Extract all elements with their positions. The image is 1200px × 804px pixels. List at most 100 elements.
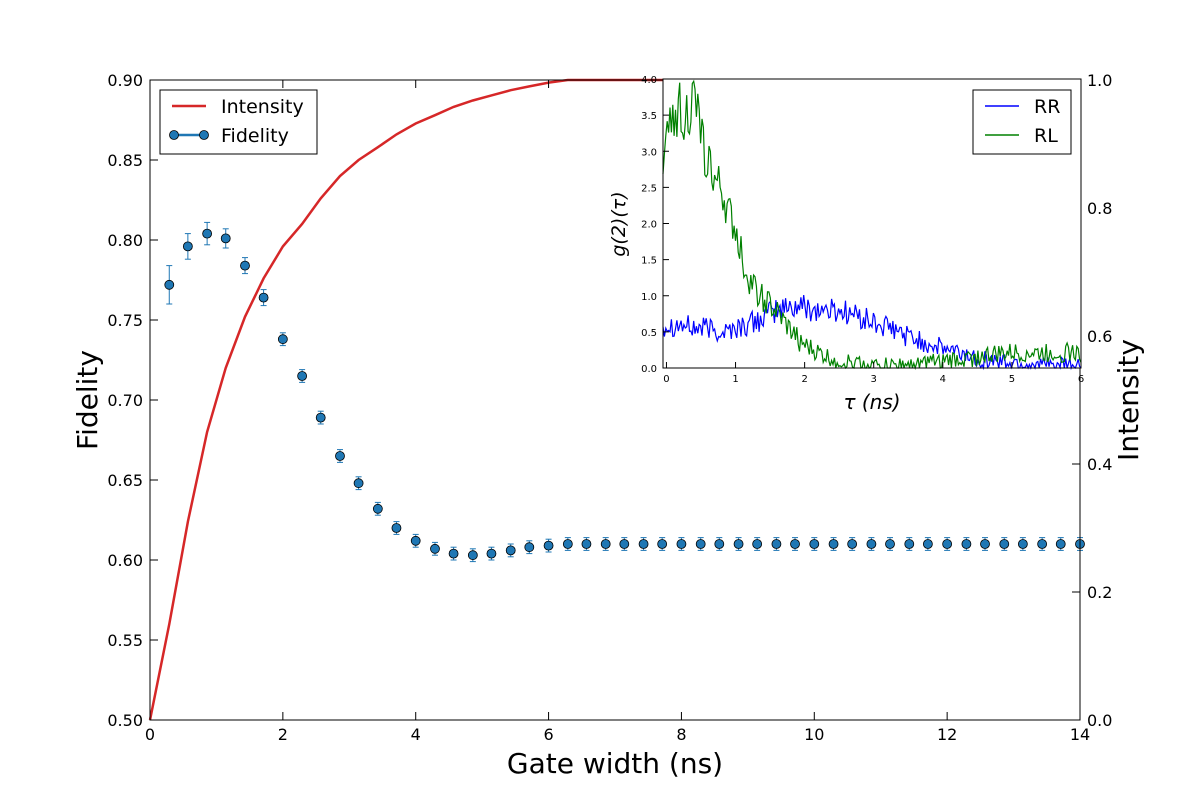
inset-axis-ticks: 0 1 2 3 4 5 6 0.0 0.5 1.0 1.5 2.0 2.5 3.0 3.5 4.0 xyxy=(641,75,1084,385)
main-axis-ticks: 0 2 4 6 8 10 12 140.500.550.600.650.700.750.800… xyxy=(107,71,1112,744)
fidelity-point xyxy=(961,539,972,549)
y-tick-label: 0.65 xyxy=(107,471,143,490)
legend-marker-fidelity-left xyxy=(169,130,179,140)
y-tick-label: 0.90 xyxy=(107,71,143,90)
x-axis-label: Gate width (ns) xyxy=(507,747,723,780)
fidelity-point xyxy=(828,539,839,549)
legend-label-fidelity: Fidelity xyxy=(221,125,289,147)
y2-tick-label: 1.0 xyxy=(1087,71,1112,90)
legend-marker-fidelity-right xyxy=(199,130,209,140)
fidelity-point xyxy=(771,539,782,549)
legend-label-intensity: Intensity xyxy=(221,96,304,118)
fidelity-point xyxy=(297,371,308,381)
fidelity-point xyxy=(619,539,630,549)
inset-y-tick-label: 3.5 xyxy=(641,111,657,122)
fidelity-point xyxy=(353,478,364,489)
fidelity-point xyxy=(486,548,497,559)
fidelity-point xyxy=(752,539,763,549)
fidelity-point xyxy=(1017,539,1028,549)
fidelity-point xyxy=(847,539,858,549)
fidelity-point xyxy=(202,228,213,239)
inset-y-tick-label: 1.0 xyxy=(641,292,657,303)
fidelity-point xyxy=(733,539,744,549)
inset-y-tick-label: 2.0 xyxy=(641,220,657,231)
y-tick-label: 0.60 xyxy=(107,551,143,570)
y2-tick-label: 0.8 xyxy=(1087,199,1112,218)
y2-tick-label: 0.2 xyxy=(1087,583,1112,602)
inset-x-axis-label: τ (ns) xyxy=(843,390,900,414)
inset-y-tick-label: 3.0 xyxy=(641,147,657,158)
fidelity-point xyxy=(410,535,421,546)
fidelity-point xyxy=(809,539,820,549)
main-legend: Intensity Fidelity xyxy=(159,89,318,155)
inset-legend: RR RL xyxy=(972,89,1072,155)
main-plot-area xyxy=(148,78,1085,721)
y-tick-label: 0.50 xyxy=(107,711,143,730)
main-legend-box xyxy=(159,89,318,155)
inset-series-line-rl xyxy=(662,79,1082,371)
fidelity-point xyxy=(372,503,383,514)
fidelity-point xyxy=(695,539,706,549)
fidelity-point xyxy=(999,539,1010,549)
fidelity-point xyxy=(240,260,250,271)
fidelity-point xyxy=(543,540,554,551)
fidelity-point xyxy=(904,539,915,549)
fidelity-point xyxy=(885,539,895,549)
fidelity-point xyxy=(790,539,800,549)
fidelity-point xyxy=(600,539,611,549)
fidelity-point xyxy=(922,539,933,549)
legend-label-rl: RL xyxy=(1034,125,1058,147)
fidelity-point xyxy=(448,548,459,559)
fidelity-point xyxy=(942,539,953,549)
fidelity-point xyxy=(315,412,326,423)
fidelity-point xyxy=(676,539,687,549)
fidelity-point xyxy=(638,539,649,549)
inset-y-tick-label: 4.0 xyxy=(641,75,657,86)
y-axis-label: Fidelity xyxy=(71,350,104,450)
inset-y-axis-label: g(2)(τ) xyxy=(608,191,630,256)
fidelity-point xyxy=(335,451,345,461)
x-tick-label: 12 xyxy=(937,725,957,744)
inset-x-tick-label: 6 xyxy=(1078,374,1084,385)
y2-tick-label: 0.6 xyxy=(1087,327,1112,346)
fidelity-point xyxy=(524,542,535,553)
y2-axis-label: Intensity xyxy=(1112,339,1145,461)
inset-x-tick-label: 5 xyxy=(1009,374,1015,385)
inset-y-tick-label: 1.5 xyxy=(641,256,657,267)
fidelity-point xyxy=(1055,539,1066,549)
inset-x-tick-label: 4 xyxy=(940,374,946,385)
fidelity-point xyxy=(220,233,231,244)
inset-x-tick-label: 0 xyxy=(663,374,669,385)
y-tick-label: 0.55 xyxy=(107,631,143,650)
y2-tick-label: 0.0 xyxy=(1087,711,1112,730)
x-tick-label: 8 xyxy=(676,725,686,744)
fidelity-point xyxy=(562,539,573,549)
fidelity-point xyxy=(258,292,269,303)
x-tick-label: 0 xyxy=(145,725,155,744)
fidelity-point xyxy=(391,523,402,533)
x-tick-label: 2 xyxy=(278,725,288,744)
y-tick-label: 0.70 xyxy=(107,391,143,410)
fidelity-point xyxy=(164,279,175,290)
legend-label-rr: RR xyxy=(1034,96,1060,118)
fidelity-point xyxy=(980,539,990,549)
inset-x-tick-label: 1 xyxy=(732,374,738,385)
x-tick-label: 4 xyxy=(411,725,421,744)
x-tick-label: 14 xyxy=(1070,725,1090,744)
y-tick-label: 0.80 xyxy=(107,231,143,250)
fidelity-point xyxy=(505,545,516,556)
fidelity-point xyxy=(581,539,592,549)
fidelity-point xyxy=(714,539,725,549)
inset-y-tick-label: 0.5 xyxy=(641,328,657,339)
x-tick-label: 6 xyxy=(543,725,553,744)
fidelity-point xyxy=(467,550,478,561)
inset-x-tick-label: 3 xyxy=(871,374,877,385)
inset-x-tick-label: 2 xyxy=(801,374,807,385)
y-tick-label: 0.85 xyxy=(107,151,143,170)
inset-y-tick-label: 0.0 xyxy=(641,364,657,375)
y2-tick-label: 0.4 xyxy=(1087,455,1112,474)
fidelity-point xyxy=(430,543,440,554)
fidelity-point xyxy=(657,539,668,549)
